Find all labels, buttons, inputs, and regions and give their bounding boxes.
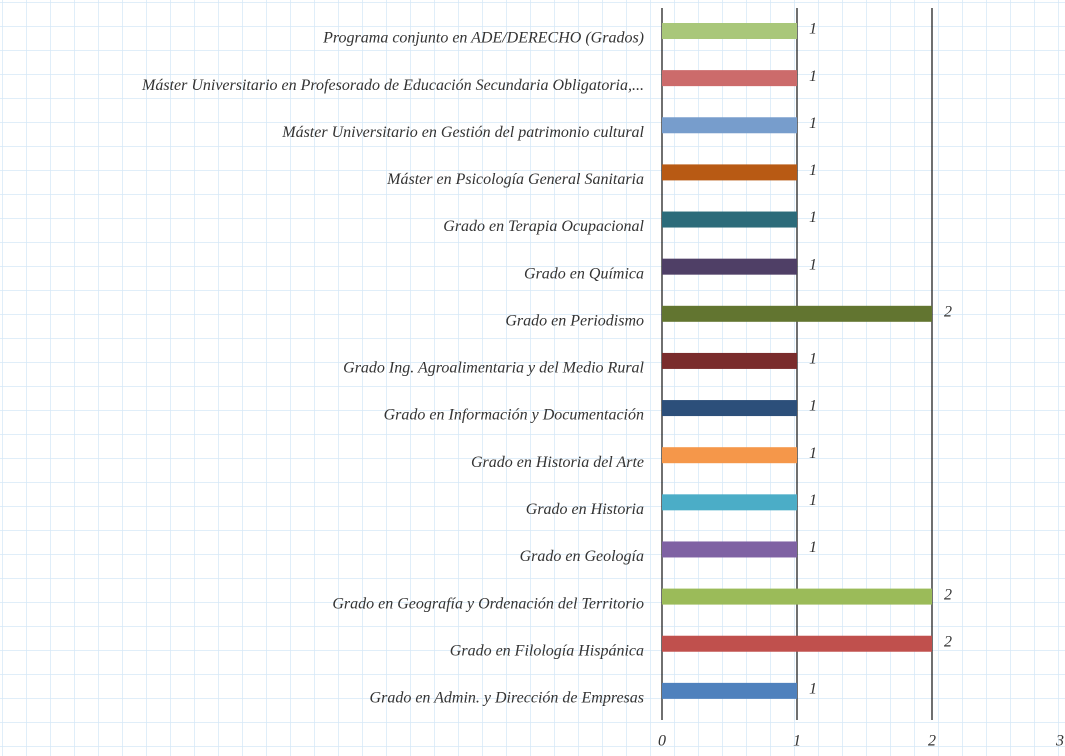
bar (662, 23, 797, 39)
y-tick-label: Máster Universitario en Gestión del patr… (281, 124, 644, 141)
y-tick-label: Grado Ing. Agroalimentaria y del Medio R… (343, 360, 644, 377)
data-label: 1 (809, 351, 817, 368)
y-tick-label: Grado en Geografía y Ordenación del Terr… (332, 595, 644, 612)
data-label: 1 (809, 539, 817, 556)
y-tick-label: Máster en Psicología General Sanitaria (386, 171, 644, 188)
y-tick-label: Grado en Filología Hispánica (450, 642, 644, 659)
data-label: 2 (944, 303, 952, 320)
data-label: 1 (809, 398, 817, 415)
data-label: 2 (944, 633, 952, 650)
y-tick-label: Grado en Admin. y Dirección de Empresas (370, 690, 644, 707)
bar (662, 588, 932, 605)
y-tick-label: Grado en Información y Documentación (384, 407, 644, 424)
bar (662, 494, 797, 511)
bar (662, 635, 932, 652)
y-tick-label: Grado en Periodismo (505, 312, 644, 329)
y-tick-label: Grado en Historia del Arte (471, 454, 644, 471)
data-label: 1 (809, 21, 817, 38)
bar (662, 305, 932, 322)
y-tick-label: Grado en Geología (520, 548, 644, 565)
data-label: 1 (809, 256, 817, 273)
data-label: 1 (809, 68, 817, 85)
x-tick-label: 0 (658, 733, 666, 750)
bar (662, 117, 797, 134)
data-label: 1 (809, 492, 817, 509)
bar (662, 70, 797, 87)
data-label: 1 (809, 445, 817, 462)
bar (662, 211, 797, 228)
y-tick-label: Grado en Química (524, 265, 644, 282)
bar (662, 400, 797, 417)
y-tick-label: Programa conjunto en ADE/DERECHO (Grados… (322, 30, 644, 47)
bar (662, 352, 797, 369)
bar (662, 682, 797, 699)
data-label: 1 (809, 162, 817, 179)
bar (662, 447, 797, 464)
data-label: 1 (809, 681, 817, 698)
data-label: 2 (944, 586, 952, 603)
data-label: 1 (809, 209, 817, 226)
data-label: 1 (809, 115, 817, 132)
y-tick-label: Máster Universitario en Profesorado de E… (141, 77, 644, 94)
x-tick-label: 2 (928, 733, 936, 750)
y-tick-label: Grado en Terapia Ocupacional (443, 218, 644, 235)
x-tick-label: 3 (1055, 733, 1064, 750)
x-tick-label: 1 (793, 733, 801, 750)
bar (662, 164, 797, 181)
bar (662, 258, 797, 275)
bar (662, 541, 797, 558)
y-tick-label: Grado en Historia (526, 501, 644, 518)
